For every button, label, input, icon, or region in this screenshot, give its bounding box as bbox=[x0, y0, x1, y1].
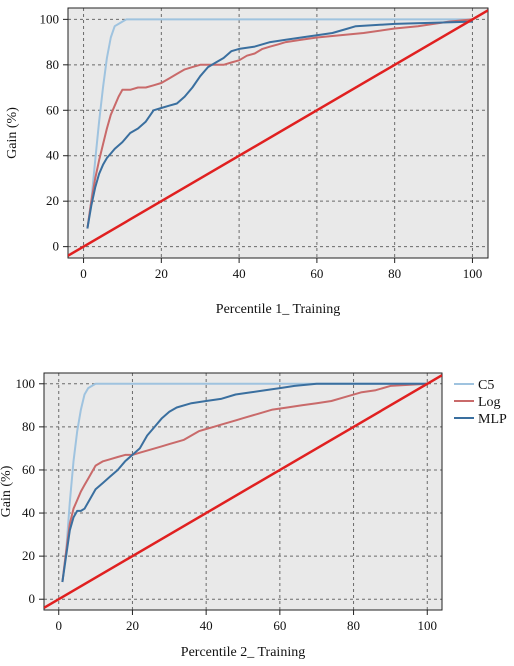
y-tick-label: 100 bbox=[40, 11, 60, 26]
series-line-mlp bbox=[86, 20, 473, 229]
x-tick-label: 40 bbox=[200, 618, 213, 633]
series-line-log bbox=[86, 18, 473, 229]
x-axis-title: Percentile 2_ Training bbox=[181, 645, 305, 660]
legend-label-mlp: MLP bbox=[478, 412, 507, 427]
x-axis-title: Percentile 1_ Training bbox=[216, 302, 340, 317]
baseline-diagonal-line bbox=[44, 374, 442, 609]
x-tick-label: 40 bbox=[233, 266, 246, 281]
y-tick-label: 40 bbox=[22, 505, 35, 520]
y-tick-label: 60 bbox=[22, 462, 35, 477]
y-tick-label: 80 bbox=[46, 57, 59, 72]
y-tick-label: 20 bbox=[46, 193, 59, 208]
x-tick-label: 80 bbox=[388, 266, 401, 281]
x-tick-label: 0 bbox=[80, 266, 87, 281]
plot-frame bbox=[43, 372, 443, 611]
x-tick-label: 80 bbox=[347, 618, 360, 633]
y-tick-label: 80 bbox=[22, 419, 35, 434]
x-tick-label: 0 bbox=[55, 618, 62, 633]
x-tick-label: 20 bbox=[126, 618, 139, 633]
y-axis-title: Gain (%) bbox=[0, 465, 14, 517]
x-tick-label: 100 bbox=[463, 266, 483, 281]
chart-1: 0 20 40 60 80 100 0 20 40 60 80 100 Percentile 1_ Tr… bbox=[5, 7, 489, 317]
legend-label-c5: C5 bbox=[478, 378, 494, 393]
x-tick-label: 60 bbox=[310, 266, 323, 281]
x-tick-label: 20 bbox=[155, 266, 168, 281]
plot-frame bbox=[67, 7, 489, 259]
chart-2: 0 20 40 60 80 100 0 20 40 60 80 100 Percentile 2_ Tr… bbox=[0, 372, 507, 660]
series-line-c5 bbox=[86, 18, 473, 229]
plot-series-group bbox=[44, 374, 442, 609]
baseline-diagonal-line bbox=[68, 9, 488, 257]
legend-label-log: Log bbox=[478, 395, 501, 410]
plot-series-group bbox=[68, 9, 488, 257]
y-tick-label: 0 bbox=[29, 591, 36, 606]
series-line-c5 bbox=[61, 382, 428, 583]
legend: C5 Log MLP bbox=[454, 378, 507, 427]
series-line-log bbox=[61, 382, 428, 583]
y-axis-title: Gain (%) bbox=[5, 107, 20, 159]
y-tick-label: 20 bbox=[22, 548, 35, 563]
series-line-mlp bbox=[61, 382, 428, 583]
y-tick-label: 0 bbox=[53, 239, 60, 254]
y-tick-label: 60 bbox=[46, 102, 59, 117]
x-tick-label: 60 bbox=[273, 618, 286, 633]
y-tick-label: 40 bbox=[46, 148, 59, 163]
y-tick-label: 100 bbox=[16, 376, 36, 391]
x-tick-label: 100 bbox=[418, 618, 438, 633]
